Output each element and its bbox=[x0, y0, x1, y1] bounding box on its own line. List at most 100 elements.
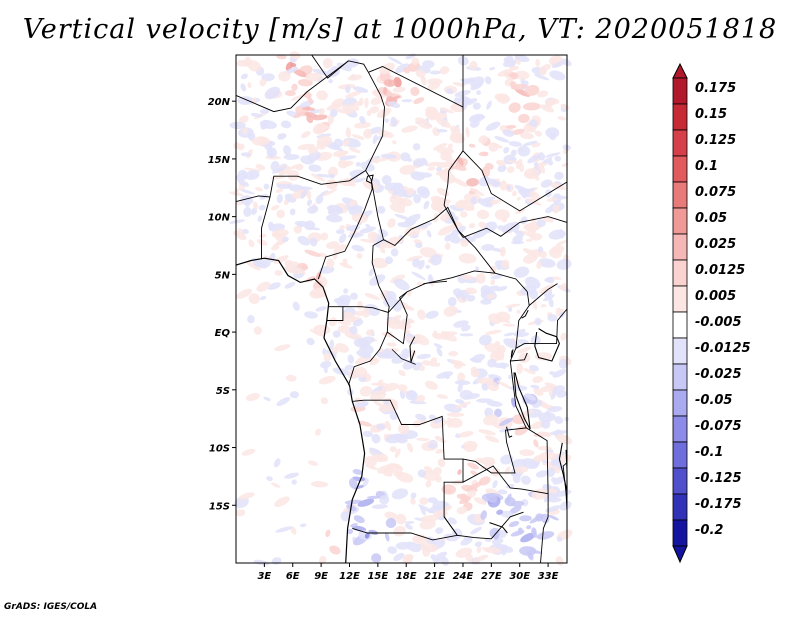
field-speckle bbox=[489, 67, 496, 71]
field-speckle bbox=[496, 264, 502, 270]
field-speckle bbox=[413, 158, 426, 167]
field-speckle bbox=[337, 325, 352, 334]
field-speckle bbox=[252, 201, 259, 210]
field-speckle bbox=[423, 200, 430, 210]
field-speckle bbox=[429, 442, 435, 446]
field-speckle bbox=[332, 330, 341, 338]
field-speckle bbox=[537, 431, 552, 437]
field-speckle bbox=[364, 97, 369, 109]
colorbar-swatch bbox=[672, 389, 688, 417]
field-speckle bbox=[249, 172, 255, 180]
lon-tick-label: 24E bbox=[453, 571, 474, 582]
field-speckle bbox=[488, 313, 502, 325]
field-speckle bbox=[534, 130, 542, 137]
field-speckle bbox=[476, 209, 490, 220]
field-speckle bbox=[436, 394, 449, 399]
field-speckle bbox=[507, 166, 515, 174]
field-speckle bbox=[508, 521, 520, 528]
field-speckle bbox=[345, 90, 362, 98]
axis-ticks: 20N 15N 10N 5N EQ 5S 10S 15S 3E 6E 9E 12E 15E 18E 21E 2… bbox=[208, 97, 559, 582]
field-speckle bbox=[460, 293, 467, 302]
field-speckle bbox=[484, 538, 492, 543]
field-speckle bbox=[454, 401, 471, 410]
field-speckle bbox=[447, 233, 461, 244]
field-speckle bbox=[236, 59, 251, 67]
field-speckle bbox=[234, 496, 249, 509]
field-speckle bbox=[304, 112, 318, 118]
colorbar-label: -0.05 bbox=[695, 393, 732, 408]
field-speckle bbox=[504, 466, 511, 475]
lake-tanganyika bbox=[513, 372, 531, 430]
colorbar-swatch bbox=[672, 493, 688, 521]
field-speckle bbox=[316, 90, 328, 101]
field-speckle bbox=[413, 194, 422, 204]
field-speckle bbox=[300, 131, 311, 139]
field-speckle bbox=[461, 324, 471, 332]
plot-title: Vertical velocity [m/s] at 1000hPa, VT: … bbox=[22, 14, 778, 45]
field-speckle bbox=[486, 293, 495, 299]
field-speckle bbox=[229, 219, 245, 224]
field-speckle bbox=[290, 62, 297, 68]
field-speckle bbox=[496, 509, 503, 515]
field-speckle bbox=[329, 144, 344, 152]
field-speckle bbox=[284, 261, 299, 271]
field-speckle bbox=[391, 353, 408, 364]
field-speckle bbox=[496, 225, 509, 232]
field-speckle bbox=[538, 411, 556, 423]
colorbar-swatch bbox=[672, 103, 688, 131]
field-speckle bbox=[349, 169, 365, 177]
field-speckle bbox=[401, 99, 413, 103]
field-speckle bbox=[242, 126, 248, 135]
field-speckle bbox=[483, 546, 501, 554]
field-speckle bbox=[348, 147, 361, 154]
field-speckle bbox=[460, 274, 474, 280]
colorbar-swatch bbox=[672, 285, 688, 313]
colorbar-label: 0.0125 bbox=[695, 263, 745, 278]
field-speckle bbox=[247, 82, 252, 89]
field-speckle bbox=[404, 329, 411, 335]
field-speckle bbox=[520, 284, 537, 296]
field-speckle bbox=[425, 264, 431, 269]
field-speckle bbox=[401, 318, 415, 324]
field-speckle bbox=[444, 242, 451, 250]
field-speckle bbox=[247, 131, 256, 141]
field-speckle bbox=[385, 420, 392, 431]
field-speckle bbox=[394, 213, 410, 220]
field-speckle bbox=[510, 500, 525, 507]
field-speckle bbox=[371, 553, 382, 563]
field-speckle bbox=[473, 497, 487, 505]
field-speckle bbox=[276, 54, 287, 60]
field-speckle bbox=[305, 72, 323, 82]
field-speckle bbox=[439, 66, 450, 75]
field-speckle bbox=[272, 166, 287, 174]
field-speckle bbox=[389, 446, 397, 453]
field-speckle bbox=[505, 124, 517, 129]
field-speckle bbox=[359, 238, 378, 244]
field-speckle bbox=[368, 529, 379, 535]
colorbar-swatch bbox=[672, 129, 688, 157]
field-speckle bbox=[447, 412, 465, 418]
field-speckle bbox=[412, 419, 423, 428]
field-speckle bbox=[364, 456, 377, 467]
field-speckle bbox=[468, 223, 476, 229]
field-speckle bbox=[345, 127, 352, 138]
field-speckle bbox=[478, 151, 488, 156]
field-speckle bbox=[363, 128, 373, 139]
field-speckle bbox=[497, 69, 514, 77]
field-speckle bbox=[322, 188, 338, 197]
field-speckle bbox=[476, 546, 482, 554]
colorbar-swatch bbox=[672, 441, 688, 469]
field-speckle bbox=[552, 476, 565, 485]
colorbar-label: -0.175 bbox=[695, 497, 742, 512]
field-speckle bbox=[398, 423, 410, 435]
field-speckle bbox=[458, 253, 477, 264]
field-speckle bbox=[284, 472, 299, 479]
field-speckle bbox=[478, 334, 492, 346]
field-speckle bbox=[259, 233, 267, 238]
field-speckle bbox=[425, 310, 439, 319]
field-speckle bbox=[491, 537, 504, 545]
field-speckle bbox=[417, 259, 425, 270]
field-speckle bbox=[405, 390, 417, 401]
field-speckle bbox=[416, 535, 425, 542]
field-speckle bbox=[347, 529, 354, 535]
